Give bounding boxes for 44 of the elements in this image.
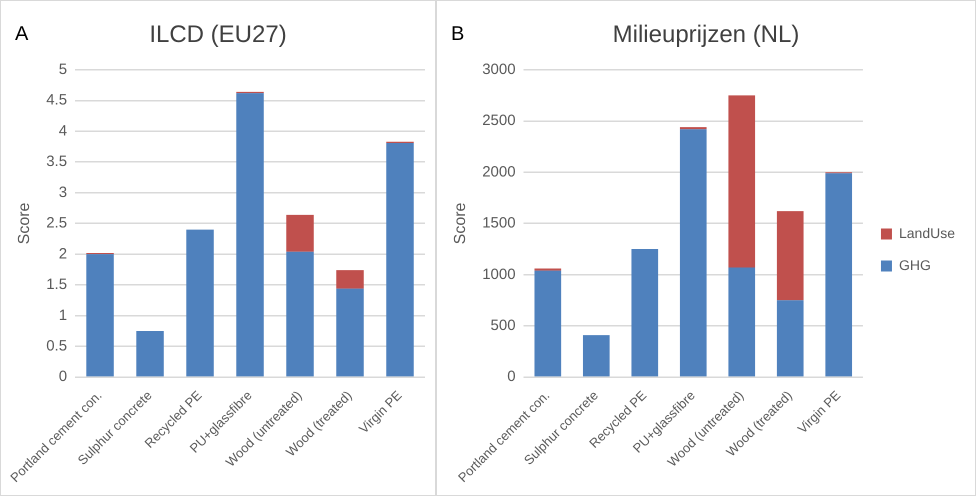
y-tick-label: 4: [58, 122, 68, 140]
y-tick-label: 1: [58, 306, 68, 324]
y-tick-label: 0.5: [46, 338, 68, 355]
bar: [825, 173, 852, 376]
bar: [136, 331, 164, 376]
chart-title: Milieuprijzen (NL): [612, 21, 800, 48]
y-tick-label: 2000: [482, 163, 516, 180]
bar: [776, 211, 804, 300]
y-tick-label: 5: [58, 60, 68, 78]
y-axis-title: Score: [452, 202, 470, 244]
legend-label: GHG: [898, 256, 931, 273]
bar: [386, 142, 414, 376]
legend-label: LandUse: [898, 224, 956, 241]
y-tick-label: 1000: [482, 266, 516, 283]
bar: [336, 270, 364, 289]
y-tick-label: 3000: [482, 60, 516, 78]
bar: [582, 335, 610, 376]
bar: [631, 249, 658, 376]
bar: [534, 270, 562, 376]
y-tick-label: 3: [58, 184, 68, 201]
bar: [86, 254, 114, 376]
bar: [728, 95, 756, 268]
text: A: [15, 23, 28, 46]
y-tick-label: 2: [58, 245, 68, 262]
bar: [286, 252, 314, 376]
bar: [336, 288, 364, 376]
chart-title: ILCD (EU27): [149, 21, 287, 48]
bar: [186, 230, 214, 376]
bar: [728, 268, 756, 376]
y-axis-title: Score: [16, 202, 34, 244]
bar: [776, 300, 804, 376]
y-tick-label: 1.5: [46, 276, 68, 294]
bar: [286, 214, 314, 252]
y-tick-label: 3.5: [46, 153, 68, 170]
text: B: [451, 23, 464, 46]
y-tick-label: 0: [58, 368, 68, 386]
y-tick-label: 500: [490, 317, 516, 334]
y-tick-label: 4.5: [46, 92, 68, 109]
bar: [680, 129, 707, 376]
y-tick-label: 1500: [482, 214, 516, 232]
bar: [236, 93, 264, 376]
y-tick-label: 2.5: [46, 214, 68, 232]
y-tick-label: 0: [507, 368, 516, 386]
y-tick-label: 2500: [482, 112, 516, 130]
